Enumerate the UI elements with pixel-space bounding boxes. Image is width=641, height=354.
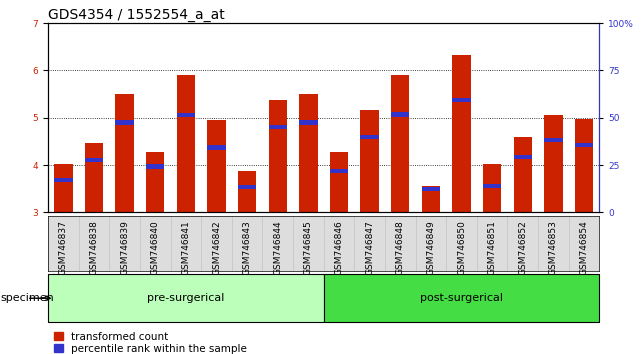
Bar (483, 184, 501, 188)
Text: GSM746840: GSM746840 (151, 220, 160, 275)
Text: GSM746854: GSM746854 (579, 220, 588, 275)
Bar (54, 178, 72, 182)
Bar (483, 164, 501, 212)
Text: GSM746842: GSM746842 (212, 220, 221, 275)
Bar (85, 158, 103, 162)
Bar (299, 94, 317, 212)
Bar (575, 119, 593, 212)
Text: GSM746852: GSM746852 (519, 220, 528, 275)
Text: GSM746838: GSM746838 (90, 220, 99, 275)
Text: specimen: specimen (0, 293, 54, 303)
Bar (453, 55, 470, 212)
FancyBboxPatch shape (48, 274, 324, 322)
Bar (115, 94, 134, 212)
Text: GSM746845: GSM746845 (304, 220, 313, 275)
Bar (544, 115, 563, 212)
Bar (146, 164, 165, 169)
Text: GSM746843: GSM746843 (243, 220, 252, 275)
Legend: transformed count, percentile rank within the sample: transformed count, percentile rank withi… (53, 331, 248, 354)
Bar (422, 187, 440, 191)
Text: GSM746847: GSM746847 (365, 220, 374, 275)
Text: GSM746844: GSM746844 (273, 220, 282, 275)
Bar (54, 164, 72, 212)
Bar (391, 112, 410, 116)
Bar (238, 171, 256, 212)
Text: GSM746849: GSM746849 (426, 220, 435, 275)
Bar (391, 75, 410, 212)
Text: GSM746853: GSM746853 (549, 220, 558, 275)
Bar (85, 143, 103, 212)
Bar (575, 143, 593, 147)
FancyBboxPatch shape (324, 274, 599, 322)
Bar (269, 100, 287, 212)
Bar (115, 120, 134, 125)
Bar (360, 110, 379, 212)
Text: GSM746841: GSM746841 (181, 220, 190, 275)
Text: pre-surgerical: pre-surgerical (147, 293, 224, 303)
Text: GDS4354 / 1552554_a_at: GDS4354 / 1552554_a_at (48, 8, 225, 22)
Bar (299, 120, 317, 125)
Bar (513, 137, 532, 212)
Bar (238, 185, 256, 189)
Text: GSM746848: GSM746848 (395, 220, 404, 275)
Bar (177, 75, 195, 212)
Bar (453, 98, 470, 102)
Bar (207, 120, 226, 212)
Bar (422, 186, 440, 212)
Bar (269, 125, 287, 129)
Bar (360, 135, 379, 139)
Bar (146, 152, 165, 212)
Bar (544, 138, 563, 142)
Bar (330, 169, 348, 173)
Text: GSM746850: GSM746850 (457, 220, 466, 275)
Bar (177, 113, 195, 118)
Bar (330, 152, 348, 212)
Bar (207, 145, 226, 150)
Text: post-surgerical: post-surgerical (420, 293, 503, 303)
Text: GSM746846: GSM746846 (335, 220, 344, 275)
Text: GSM746837: GSM746837 (59, 220, 68, 275)
Text: GSM746851: GSM746851 (488, 220, 497, 275)
Bar (513, 155, 532, 159)
Text: GSM746839: GSM746839 (120, 220, 129, 275)
